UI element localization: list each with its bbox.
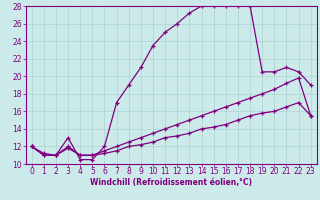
X-axis label: Windchill (Refroidissement éolien,°C): Windchill (Refroidissement éolien,°C) <box>90 178 252 187</box>
